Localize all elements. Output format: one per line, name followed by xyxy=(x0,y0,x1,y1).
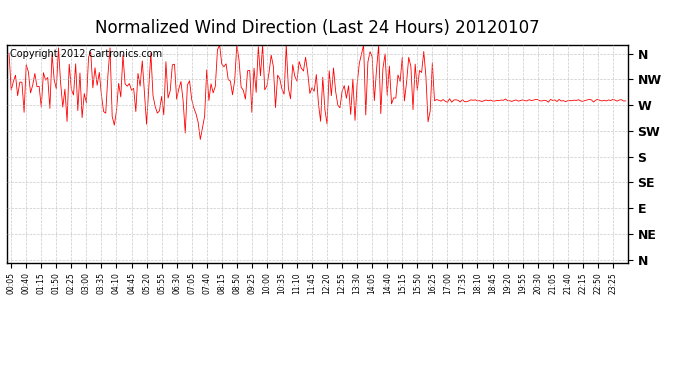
Text: Copyright 2012 Cartronics.com: Copyright 2012 Cartronics.com xyxy=(10,50,162,59)
Text: Normalized Wind Direction (Last 24 Hours) 20120107: Normalized Wind Direction (Last 24 Hours… xyxy=(95,19,540,37)
